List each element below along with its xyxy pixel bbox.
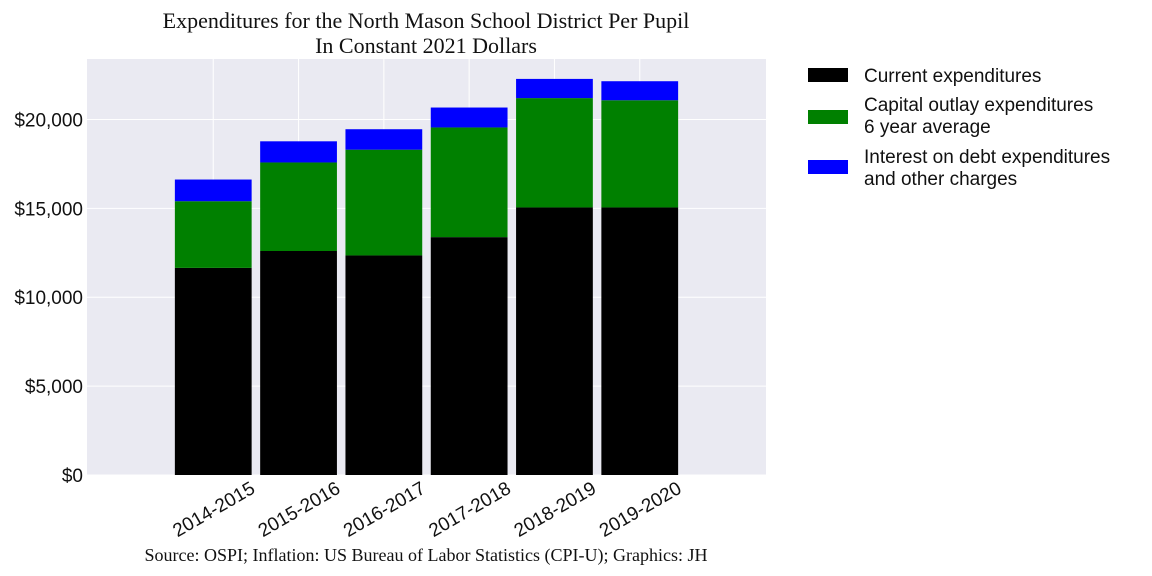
bar-segment-3-2018-2019 xyxy=(516,78,593,99)
x-tick-label: 2014-2015 xyxy=(170,478,259,542)
y-tick-label: $15,000 xyxy=(14,199,83,220)
bar-segment-1-2015-2016 xyxy=(260,251,337,475)
y-tick-label: $10,000 xyxy=(14,288,83,309)
x-tick-label: 2016-2017 xyxy=(340,478,429,542)
bar-segment-2-2018-2019 xyxy=(516,98,593,208)
y-tick-label: $5,000 xyxy=(25,377,83,398)
chart-subtitle: In Constant 2021 Dollars xyxy=(315,33,537,58)
x-tick-label: 2017-2018 xyxy=(425,478,514,542)
bar-segment-1-2016-2017 xyxy=(345,255,423,475)
legend-swatch-1 xyxy=(808,68,848,82)
legend-label-2: Capital outlay expenditures xyxy=(864,95,1093,116)
bar-segment-1-2018-2019 xyxy=(516,207,593,475)
legend-swatch-2 xyxy=(808,110,848,124)
y-axis: $0 $5,000 $10,000 $15,000 $20,000 xyxy=(14,110,83,487)
source-note: Source: OSPI; Inflation: US Bureau of La… xyxy=(145,545,708,566)
bar-segment-3-2019-2020 xyxy=(601,81,679,101)
bar-segment-3-2016-2017 xyxy=(345,129,423,150)
x-tick-label: 2015-2016 xyxy=(255,478,344,542)
bar-segment-2-2017-2018 xyxy=(430,127,508,238)
legend-swatch-3 xyxy=(808,160,848,174)
bar-segment-2-2015-2016 xyxy=(260,162,337,251)
bar-segment-3-2014-2015 xyxy=(174,179,252,202)
x-tick-label: 2019-2020 xyxy=(596,478,685,542)
bar-segment-1-2014-2015 xyxy=(174,267,252,475)
legend-label-3: and other charges xyxy=(864,169,1017,190)
legend-label-3: Interest on debt expenditures xyxy=(864,147,1110,168)
x-tick-label: 2018-2019 xyxy=(511,478,600,542)
legend: Current expenditures Capital outlay expen… xyxy=(808,66,1110,190)
chart-title: Expenditures for the North Mason School … xyxy=(163,8,690,33)
bar-segment-1-2019-2020 xyxy=(601,207,679,475)
bars xyxy=(174,78,679,475)
bar-segment-2-2014-2015 xyxy=(174,201,252,268)
x-axis: 2014-20152015-20162016-20172017-20182018… xyxy=(170,478,686,542)
bar-segment-3-2015-2016 xyxy=(260,141,337,163)
legend-label-1: Current expenditures xyxy=(864,66,1041,87)
bar-segment-2-2016-2017 xyxy=(345,149,423,256)
y-tick-label: $20,000 xyxy=(14,110,83,131)
legend-label-2: 6 year average xyxy=(864,117,991,138)
y-tick-label: $0 xyxy=(62,466,83,487)
bar-segment-1-2017-2018 xyxy=(430,237,508,475)
bar-segment-2-2019-2020 xyxy=(601,100,679,208)
bar-segment-3-2017-2018 xyxy=(430,107,508,128)
